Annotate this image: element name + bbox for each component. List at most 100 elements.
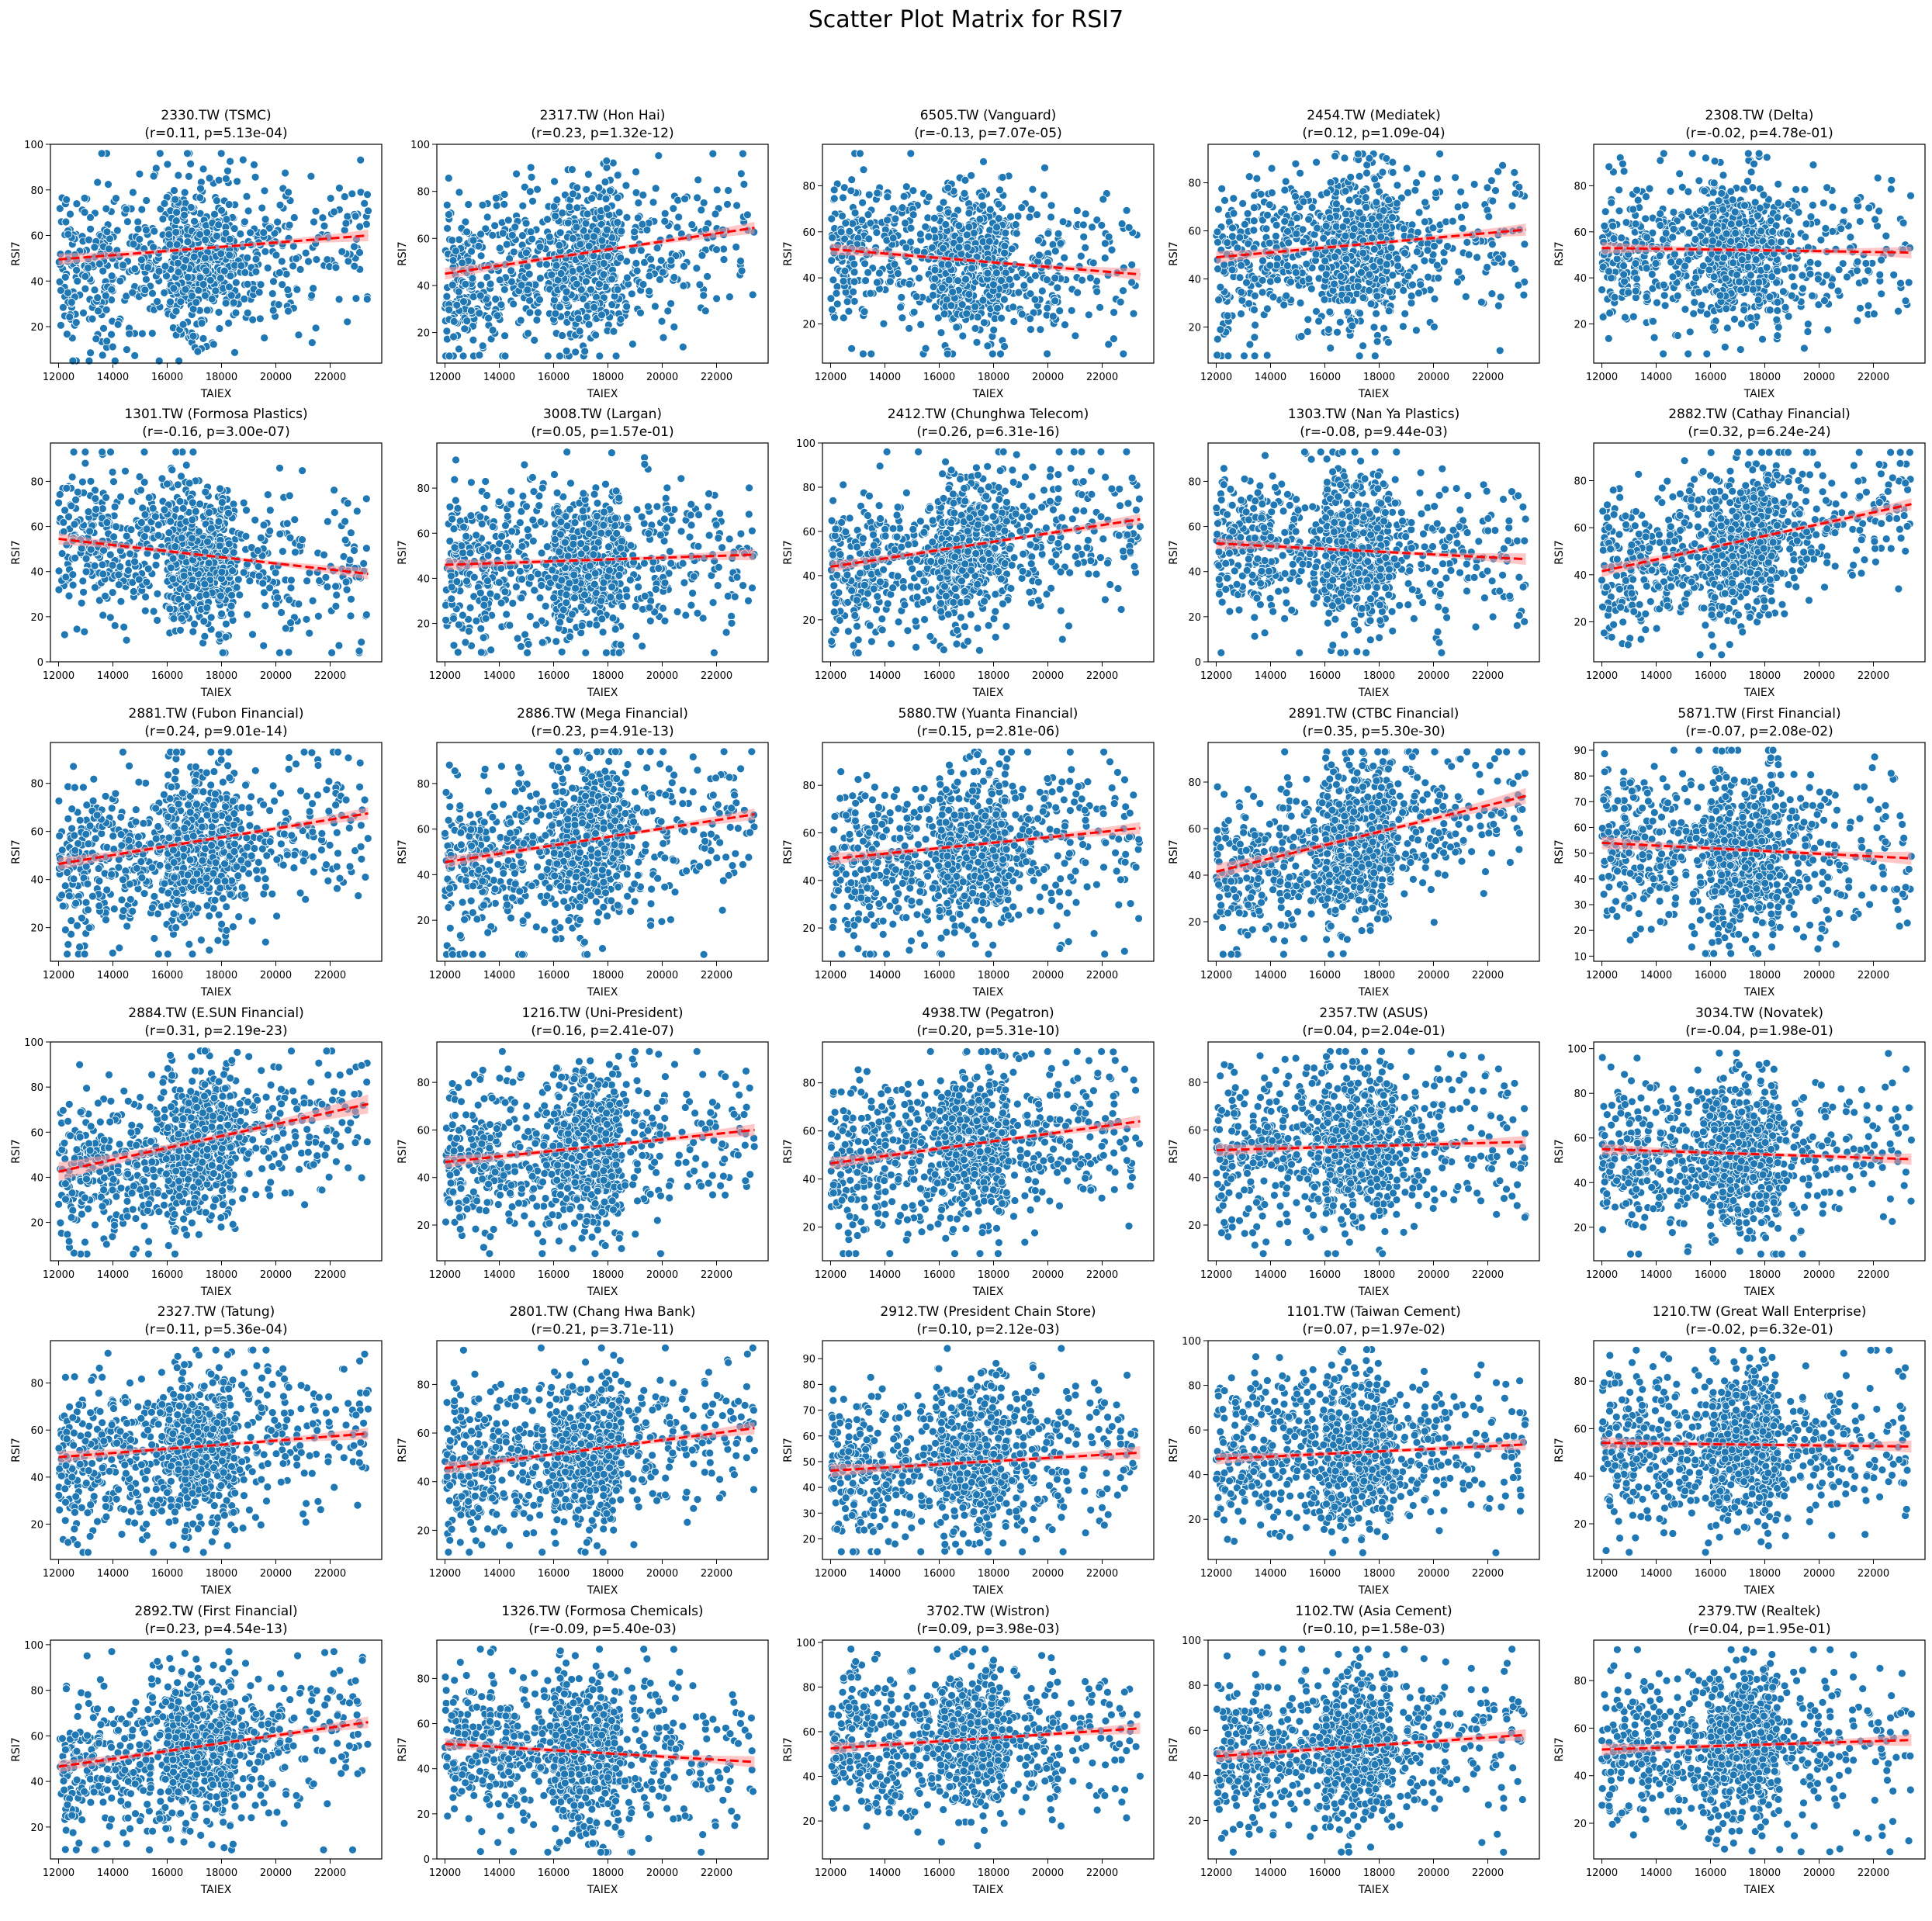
- x-tick-label: 22000: [314, 670, 346, 682]
- data-point: [1731, 208, 1739, 216]
- data-point: [949, 288, 957, 296]
- panel-subtitle: (r=-0.16, p=3.00e-07): [142, 424, 289, 440]
- data-point: [156, 150, 164, 157]
- x-tick-label: 12000: [815, 372, 847, 383]
- data-point: [1356, 310, 1364, 317]
- data-point: [743, 211, 751, 219]
- data-point: [1009, 303, 1017, 311]
- data-point: [1356, 172, 1363, 180]
- data-point: [1835, 266, 1843, 274]
- data-point: [1684, 350, 1692, 358]
- data-point: [837, 228, 845, 236]
- data-point: [563, 347, 570, 355]
- data-point: [1656, 252, 1664, 260]
- data-point: [999, 174, 1006, 182]
- data-point: [1625, 289, 1633, 296]
- x-tick-label: 12000: [43, 372, 74, 383]
- data-point: [1882, 232, 1890, 240]
- data-point: [1403, 164, 1411, 172]
- data-point: [1610, 235, 1618, 243]
- data-point: [570, 190, 577, 198]
- data-point: [527, 228, 535, 236]
- data-point: [1462, 292, 1470, 300]
- data-point: [66, 313, 74, 321]
- data-point: [1646, 185, 1653, 192]
- data-point: [1605, 163, 1613, 171]
- data-point: [1755, 150, 1763, 157]
- data-point: [1484, 264, 1491, 272]
- data-point: [945, 276, 953, 284]
- data-point: [997, 350, 1005, 358]
- data-point: [680, 282, 687, 289]
- x-tick-label: 22000: [1858, 372, 1889, 383]
- data-point: [925, 193, 933, 201]
- data-point: [995, 200, 1002, 208]
- data-point: [74, 277, 81, 285]
- data-point: [944, 184, 952, 192]
- data-point: [80, 588, 88, 596]
- data-point: [732, 243, 740, 251]
- data-point: [536, 275, 544, 282]
- data-point: [1373, 337, 1381, 345]
- data-point: [257, 281, 265, 289]
- data-point: [477, 230, 485, 238]
- data-point: [1086, 274, 1094, 282]
- data-point: [1354, 282, 1362, 290]
- data-point: [900, 192, 908, 200]
- data-point: [994, 304, 1002, 312]
- data-point: [664, 307, 672, 315]
- data-point: [942, 220, 950, 228]
- data-point: [1897, 279, 1905, 287]
- data-point: [1082, 210, 1089, 218]
- data-point: [1252, 321, 1259, 329]
- data-point: [129, 189, 137, 196]
- data-point: [226, 235, 234, 243]
- data-point: [1876, 271, 1884, 279]
- data-point: [1425, 273, 1432, 281]
- data-point: [647, 255, 655, 263]
- data-point: [102, 292, 109, 299]
- data-point: [266, 527, 274, 535]
- data-point: [477, 281, 485, 289]
- data-point: [907, 224, 915, 232]
- data-point: [1304, 328, 1311, 336]
- data-point: [996, 186, 1004, 194]
- data-point: [1056, 307, 1064, 315]
- data-point: [241, 268, 249, 276]
- data-point: [1459, 224, 1466, 232]
- data-point: [897, 303, 905, 311]
- data-point: [230, 299, 237, 306]
- data-point: [1760, 191, 1768, 199]
- data-point: [655, 152, 663, 160]
- data-point: [308, 339, 316, 347]
- data-point: [1744, 150, 1752, 157]
- data-point: [733, 202, 741, 209]
- data-point: [1763, 154, 1771, 161]
- data-point: [1691, 236, 1699, 244]
- data-point: [296, 265, 304, 273]
- data-point: [917, 320, 925, 328]
- data-point: [1263, 351, 1271, 359]
- data-point: [1380, 324, 1388, 332]
- data-point: [1394, 255, 1401, 263]
- data-point: [1433, 261, 1441, 269]
- data-point: [1790, 282, 1798, 290]
- y-tick-label: 100: [24, 140, 43, 151]
- data-point: [63, 196, 71, 203]
- data-point: [465, 201, 473, 209]
- data-point: [1292, 268, 1300, 276]
- data-point: [622, 182, 630, 189]
- data-point: [1783, 230, 1791, 238]
- data-point: [1499, 161, 1507, 169]
- data-point: [603, 226, 611, 234]
- data-point: [461, 325, 469, 333]
- data-point: [880, 320, 888, 327]
- data-point: [212, 287, 220, 295]
- data-point: [544, 352, 552, 360]
- data-point: [91, 286, 99, 294]
- data-point: [244, 207, 252, 215]
- data-point: [1620, 168, 1628, 175]
- data-point: [1085, 311, 1092, 319]
- data-point: [81, 285, 89, 292]
- data-point: [312, 207, 320, 215]
